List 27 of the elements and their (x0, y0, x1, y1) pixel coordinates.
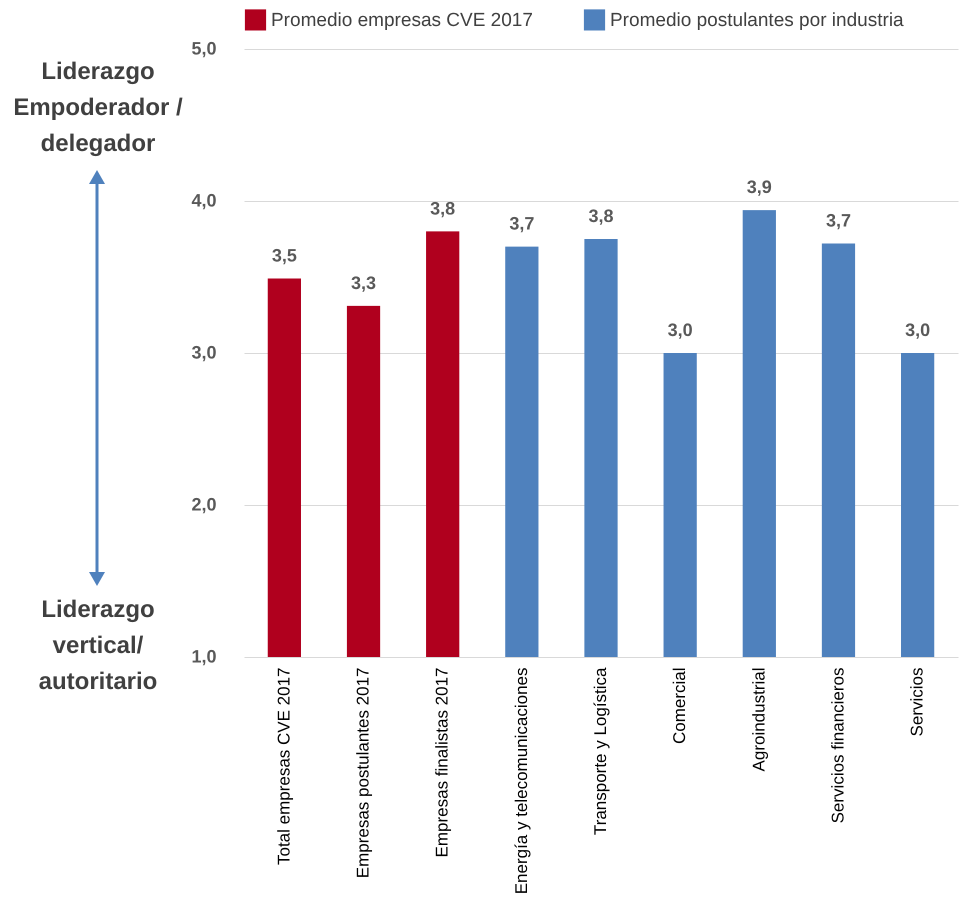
legend-label: Promedio postulantes por industria (610, 10, 904, 31)
x-tick-label: Empresas postulantes 2017 (354, 668, 373, 878)
text: Liderazgo Empoderador / delegador (12, 57, 184, 159)
data-label: 3,0 (668, 320, 693, 340)
data-label: 3,8 (430, 198, 456, 218)
text: Liderazgo vertical/ autoritario (38, 595, 158, 697)
legend-label: Promedio empresas CVE 2017 (271, 10, 533, 31)
y-tick-label: 5,0 (191, 38, 216, 58)
x-tick-label: Servicios financieros (828, 668, 848, 824)
x-tick-label: Servicios (908, 668, 927, 736)
x-tick-label: Empresas finalistas 2017 (432, 668, 452, 858)
data-label: 3,8 (588, 206, 614, 226)
y-tick-label: 2,0 (191, 494, 216, 514)
y-tick-label: 1,0 (191, 646, 216, 666)
x-tick-label: Comercial (670, 668, 690, 744)
x-tick-label: Transporte y Logística (591, 666, 610, 836)
data-label: 3,3 (351, 272, 376, 293)
data-label: 3,7 (509, 214, 534, 234)
data-label: 3,7 (826, 210, 851, 231)
x-tick-label: Agroindustrial (749, 668, 768, 772)
data-label: 3,9 (746, 177, 772, 198)
x-tick-label: Total empresas CVE 2017 (274, 668, 294, 865)
x-tick-label: Energía y telecomunicaciones (512, 668, 531, 894)
data-label: 3,5 (272, 246, 297, 266)
y-tick-label: 3,0 (191, 342, 216, 362)
data-label: 3,0 (905, 320, 930, 340)
y-tick-label: 4,0 (191, 190, 216, 210)
